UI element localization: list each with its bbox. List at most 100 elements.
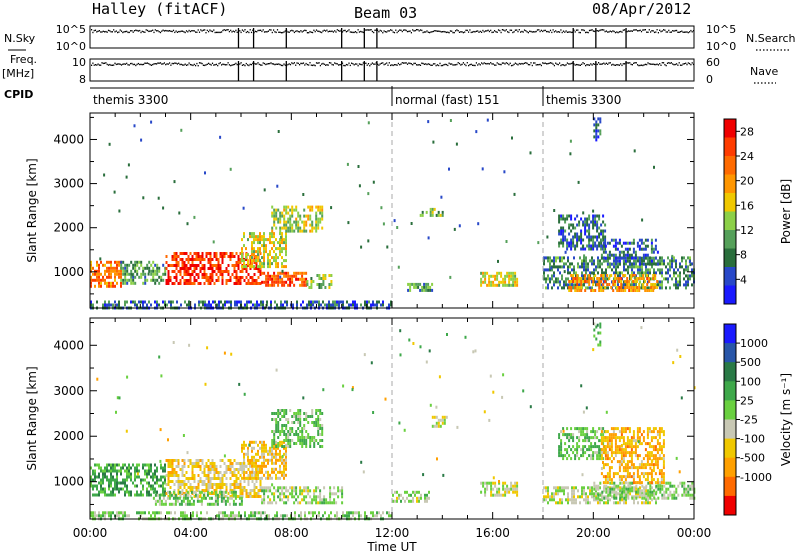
data-cell (130, 466, 132, 470)
data-cell (98, 281, 100, 285)
data-cell (162, 272, 165, 276)
data-cell (204, 300, 206, 304)
data-cell (279, 467, 281, 471)
data-cell (200, 499, 203, 503)
data-cell (279, 440, 281, 444)
trace-dot (461, 63, 463, 66)
data-cell (648, 259, 651, 263)
data-cell (255, 250, 257, 254)
data-cell (415, 285, 418, 289)
data-cell (210, 490, 213, 494)
data-cell (177, 486, 180, 489)
data-cell (636, 277, 639, 280)
data-cell (181, 459, 184, 462)
trace-dot (473, 64, 475, 67)
data-cell (614, 277, 617, 280)
trace-dot (479, 64, 481, 66)
data-cell (570, 244, 573, 248)
data-cell (423, 288, 426, 292)
data-cell (199, 465, 202, 468)
data-cell (614, 274, 617, 277)
data-cell (414, 490, 416, 494)
data-cell (279, 211, 282, 215)
trace-dot (349, 64, 351, 67)
trace-dot (653, 63, 656, 66)
data-cell (305, 214, 308, 218)
data-cell (600, 232, 603, 236)
data-cell (321, 427, 324, 430)
data-cell (215, 255, 218, 258)
data-cell (234, 502, 237, 506)
data-cell (94, 493, 96, 497)
trace-dot (457, 30, 459, 32)
data-cell (498, 481, 501, 485)
data-cell (289, 442, 292, 445)
data-cell (287, 283, 290, 287)
data-cell (253, 232, 255, 236)
data-cell (154, 511, 156, 515)
data-cell (174, 496, 177, 500)
data-cell (158, 478, 160, 482)
data-cell (171, 282, 174, 285)
data-cell (626, 253, 629, 257)
data-cell (267, 458, 269, 462)
data-cell (382, 303, 384, 307)
data-cell (177, 489, 180, 492)
data-cell (602, 289, 605, 292)
data-cell (588, 235, 591, 239)
data-cell (233, 489, 236, 492)
data-cell (116, 511, 118, 515)
data-cell (329, 498, 332, 502)
data-cell (217, 276, 220, 279)
trace-dot (666, 62, 669, 64)
data-cell (328, 274, 331, 277)
data-cell (148, 463, 150, 467)
trace-dot (304, 29, 306, 31)
data-cell (120, 284, 122, 288)
data-cell (291, 439, 294, 442)
data-cell (210, 303, 212, 307)
data-cell (285, 220, 288, 224)
data-cell (585, 262, 587, 266)
trace-dot (250, 31, 253, 34)
data-cell (388, 303, 390, 307)
data-cell (243, 489, 246, 492)
trace-dot (244, 64, 246, 67)
data-cell (547, 256, 549, 260)
data-cell (110, 490, 112, 494)
data-cell (681, 259, 683, 263)
data-cell (165, 483, 168, 486)
data-cell (253, 238, 255, 242)
data-cell (273, 492, 276, 496)
data-cell (551, 274, 553, 278)
data-cell (108, 469, 110, 473)
data-cell (224, 499, 227, 503)
data-cell (225, 468, 228, 471)
trace-dot (185, 64, 188, 66)
trace-dot (477, 64, 479, 66)
trace-dot (156, 30, 158, 32)
data-cell (311, 501, 314, 505)
data-cell (230, 300, 232, 304)
data-cell (252, 303, 254, 307)
data-cell (211, 486, 214, 489)
data-cell (98, 263, 100, 267)
data-cell (547, 274, 549, 278)
data-cell (92, 493, 94, 497)
trace-dot (565, 30, 567, 32)
data-cell (506, 274, 509, 278)
data-cell (562, 229, 565, 233)
data-cell (261, 461, 263, 465)
data-cell (213, 471, 216, 474)
data-cell (305, 495, 308, 499)
data-cell (167, 279, 170, 282)
data-cell (624, 274, 627, 277)
data-cell (112, 478, 114, 482)
trace-dot (208, 30, 210, 33)
trace-dot (396, 31, 398, 34)
data-cell (675, 262, 677, 266)
trace-dot (172, 62, 175, 65)
trace-dot (505, 29, 507, 31)
data-cell (581, 259, 583, 263)
data-cell (126, 484, 128, 488)
